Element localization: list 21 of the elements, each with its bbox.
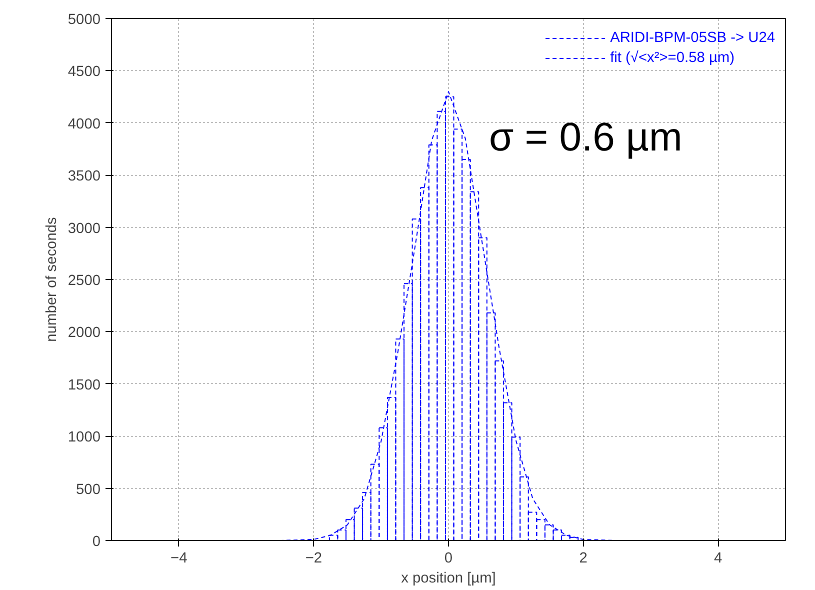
y-tick-label: 0: [92, 534, 101, 550]
y-tick-label: 500: [76, 482, 101, 498]
y-tick-label: 2500: [68, 273, 101, 289]
annotation: σ = 0.6 µm: [488, 115, 682, 160]
x-tick-label: −2: [305, 550, 322, 566]
x-tick-label: −4: [170, 550, 188, 566]
x-axis-title: x position [µm]: [401, 570, 496, 586]
y-tick-label: 4000: [68, 116, 101, 132]
y-tick-label: 4500: [68, 64, 101, 80]
y-tick-label: 3000: [68, 220, 101, 237]
y-axis-title: number of seconds: [44, 217, 60, 342]
x-tick-label: 2: [579, 550, 588, 566]
legend-label: fit (√<x²>=0.58 µm): [610, 50, 734, 66]
y-tick-label: 2000: [68, 325, 101, 342]
legend-label: ARIDI-BPM-05SB -> U24: [610, 30, 775, 46]
x-tick-label: 0: [444, 550, 453, 566]
y-tick-label: 3500: [68, 168, 101, 185]
y-tick-label: 5000: [68, 12, 101, 28]
x-tick-label: 4: [714, 550, 722, 566]
y-tick-label: 1000: [68, 430, 101, 446]
y-tick-label: 1500: [68, 377, 101, 394]
